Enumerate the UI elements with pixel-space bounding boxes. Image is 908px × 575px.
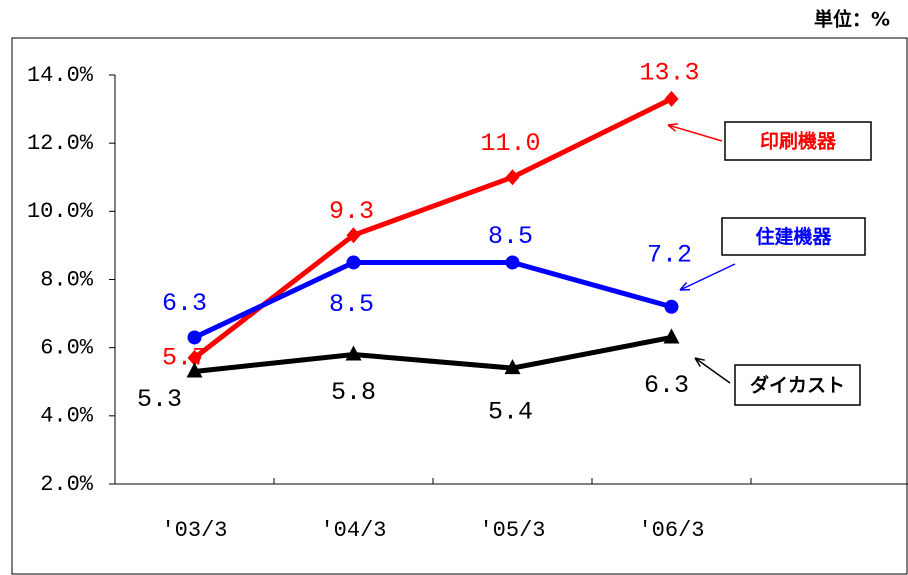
series-line: [194, 334, 672, 375]
marker: [346, 227, 361, 244]
y-tick-label: 12.0%: [27, 131, 94, 156]
y-tick-label: 6.0%: [40, 335, 94, 360]
marker: [664, 90, 679, 107]
marker: [505, 255, 520, 270]
data-label: 5.4: [488, 398, 533, 427]
legend-arrow: [694, 357, 731, 384]
y-tick-label: 2.0%: [40, 472, 94, 497]
data-label: 13.3: [639, 58, 699, 87]
arrow-head: [667, 123, 679, 132]
unit-label: 単位：%: [814, 8, 890, 31]
data-label: 9.3: [329, 197, 374, 226]
legend-arrow: [679, 263, 736, 291]
data-label: 5.8: [331, 378, 376, 407]
data-label: 5.7: [162, 344, 207, 373]
marker: [504, 359, 521, 375]
y-tick-label: 14.0%: [27, 63, 94, 88]
series-line: [192, 96, 673, 360]
data-label: 6.3: [644, 371, 689, 400]
legend-arrow: [667, 124, 723, 142]
legend-box: [721, 217, 866, 256]
y-tick-label: 8.0%: [40, 267, 94, 292]
marker: [664, 299, 679, 314]
y-tick-label: 10.0%: [27, 199, 94, 224]
marker: [187, 330, 202, 345]
frame: [11, 37, 908, 575]
x-tick-label: '04/3: [320, 518, 386, 543]
x-tick-label: '05/3: [479, 518, 545, 543]
legend-box: [734, 364, 861, 406]
legend-label: ダイカスト: [750, 374, 845, 397]
legend-box: [724, 121, 872, 161]
y-tick-label: 4.0%: [40, 404, 94, 429]
legend-label: 印刷機器: [760, 130, 837, 153]
marker: [346, 255, 361, 270]
arrow-head: [694, 357, 705, 367]
data-label: 11.0: [480, 129, 540, 158]
data-label: 8.5: [488, 222, 533, 251]
marker: [345, 345, 362, 361]
marker: [186, 362, 203, 378]
arrow-head: [679, 282, 691, 291]
x-tick-label: '03/3: [161, 518, 227, 543]
legend-label: 住建機器: [755, 225, 832, 248]
marker: [505, 169, 520, 186]
series-line: [193, 259, 673, 340]
marker: [187, 349, 202, 366]
data-label: 6.3: [162, 289, 207, 318]
x-tick-label: '06/3: [638, 518, 704, 543]
marker: [663, 328, 680, 344]
data-label: 5.3: [137, 385, 182, 414]
data-label: 7.2: [647, 240, 692, 269]
data-label: 8.5: [329, 290, 374, 319]
